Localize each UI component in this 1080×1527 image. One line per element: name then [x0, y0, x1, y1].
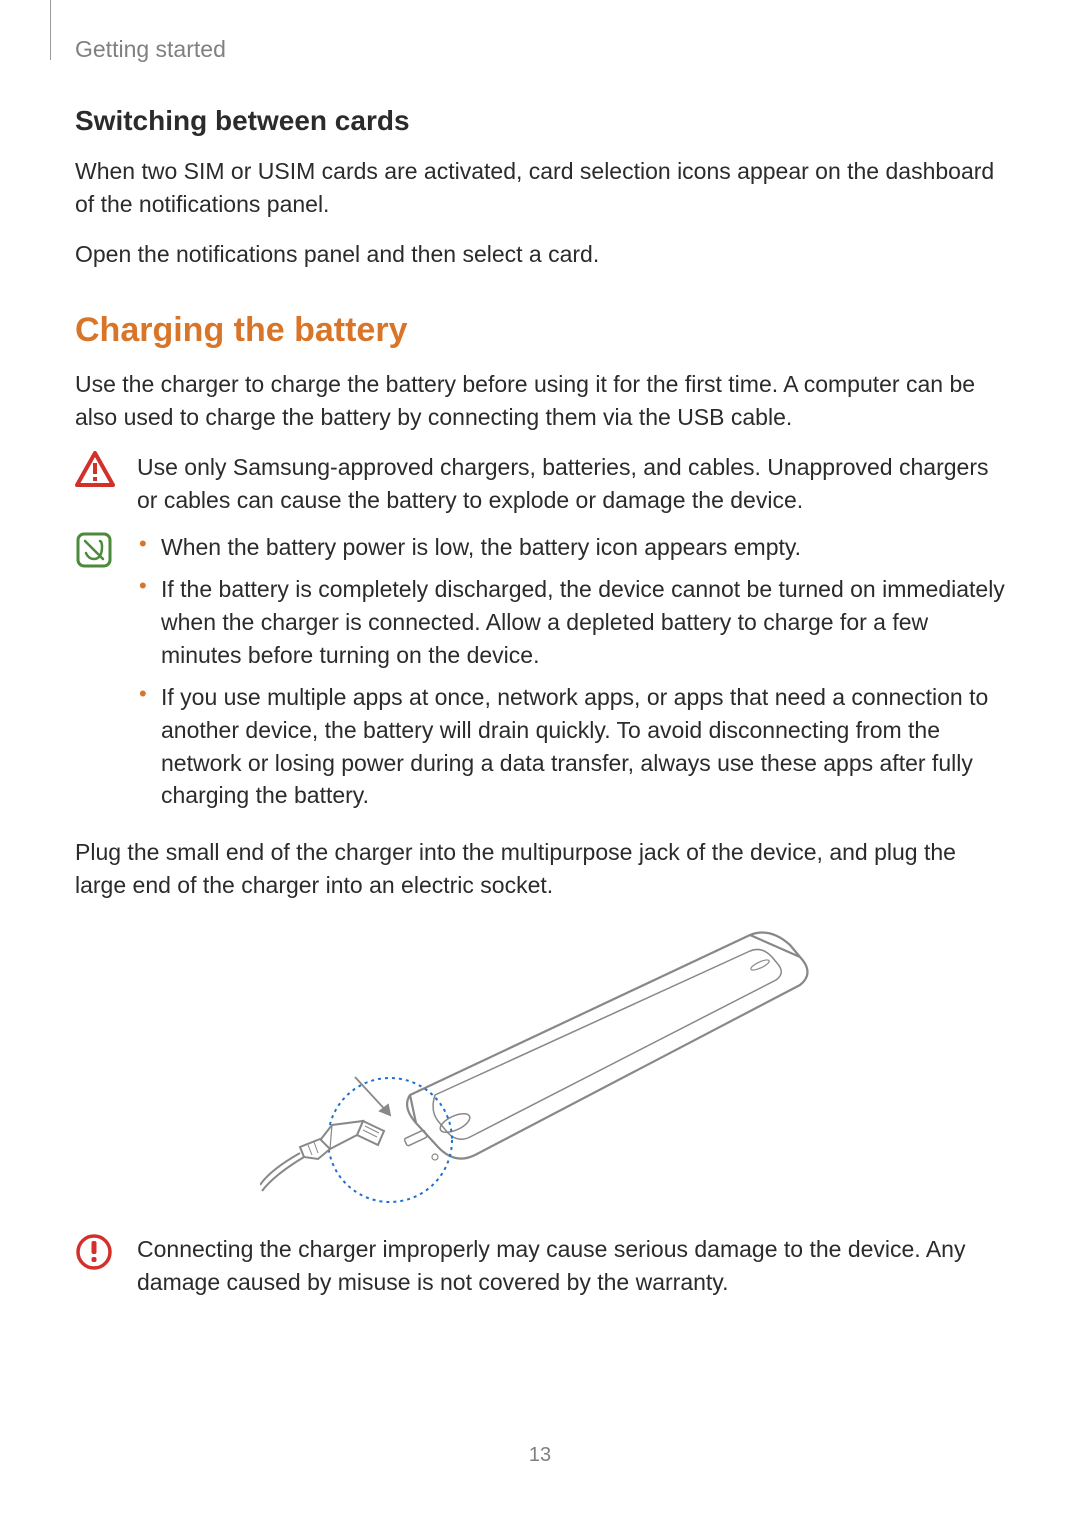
heading-charging: Charging the battery [75, 311, 1005, 350]
para-charging-intro: Use the charger to charge the battery be… [75, 368, 1005, 433]
warning-text: Use only Samsung-approved chargers, batt… [137, 451, 1005, 516]
charging-diagram [75, 925, 1005, 1205]
note-item: If you use multiple apps at once, networ… [137, 681, 1005, 812]
page-number: 13 [0, 1444, 1080, 1467]
page-content: Switching between cards When two SIM or … [75, 105, 1005, 1312]
caution-icon [75, 1233, 119, 1298]
note-list: When the battery power is low, the batte… [137, 531, 1005, 812]
note-item: When the battery power is low, the batte… [137, 531, 1005, 564]
caution-text: Connecting the charger improperly may ca… [137, 1233, 1005, 1298]
note-callout: When the battery power is low, the batte… [75, 531, 1005, 822]
note-icon [75, 531, 119, 822]
caution-callout: Connecting the charger improperly may ca… [75, 1233, 1005, 1298]
heading-switching: Switching between cards [75, 105, 1005, 137]
para-switching-2: Open the notifications panel and then se… [75, 238, 1005, 271]
section-header: Getting started [75, 36, 226, 63]
warning-icon [75, 451, 119, 516]
note-item: If the battery is completely discharged,… [137, 573, 1005, 671]
para-switching-1: When two SIM or USIM cards are activated… [75, 155, 1005, 220]
para-plug: Plug the small end of the charger into t… [75, 836, 1005, 901]
warning-callout: Use only Samsung-approved chargers, batt… [75, 451, 1005, 516]
